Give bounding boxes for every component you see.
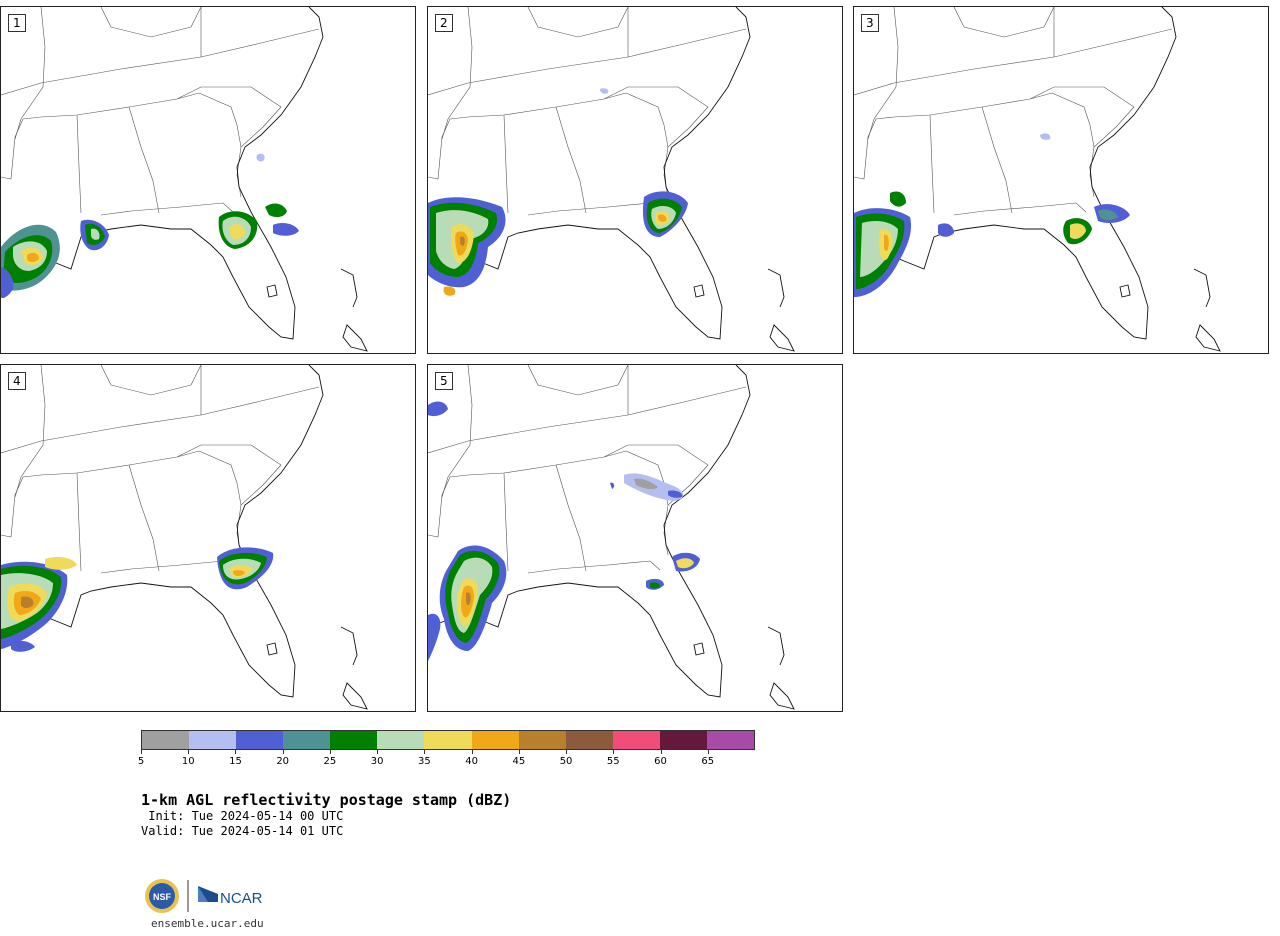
colorbar-tick-label: 55 <box>606 756 620 767</box>
panel-label: 5 <box>435 372 453 390</box>
reflectivity-map <box>428 365 795 710</box>
colorbar-tick <box>424 750 426 754</box>
colorbar-tick-label: 30 <box>370 756 384 767</box>
panel-label: 2 <box>435 14 453 32</box>
colorbar-tick-label: 20 <box>276 756 290 767</box>
colorbar-ticks: 5 10 15 20 25 30 35 40 45 50 55 60 65 <box>137 750 755 770</box>
map-panel-1: 1 <box>0 6 416 354</box>
map-panel-5: 5 <box>427 364 843 712</box>
colorbar-swatch <box>565 731 613 749</box>
colorbar-tick <box>329 750 331 754</box>
colorbar-tick <box>141 750 142 754</box>
colorbar-swatch <box>706 731 755 749</box>
radar-echoes <box>1 547 274 652</box>
colorbar-swatch <box>612 731 660 749</box>
footer-logos: NSF NCAR <box>144 876 274 916</box>
init-time: Init: Tue 2024-05-14 00 UTC <box>141 809 344 823</box>
site-url: ensemble.ucar.edu <box>151 917 264 930</box>
svg-text:NCAR: NCAR <box>220 890 263 907</box>
colorbar-tick-label: 60 <box>654 756 667 767</box>
map-panel-3: 3 <box>853 6 1269 354</box>
colorbar-tick <box>377 750 379 754</box>
colorbar-tick-label: 65 <box>701 756 715 767</box>
colorbar-swatch <box>236 731 284 749</box>
colorbar-swatch <box>518 731 566 749</box>
colorbar-tick <box>613 750 615 754</box>
colorbar-swatch <box>377 731 425 749</box>
map-panel-4: 4 <box>0 364 416 712</box>
colorbar-swatch <box>189 731 237 749</box>
colorbar-swatch <box>330 731 378 749</box>
nsf-logo-icon: NSF <box>145 879 179 913</box>
svg-text:NSF: NSF <box>153 892 172 902</box>
colorbar-tick <box>660 750 662 754</box>
colorbar-tick-label: 15 <box>229 756 242 767</box>
reflectivity-map <box>1 365 368 710</box>
reflectivity-colorbar <box>141 730 755 750</box>
radar-echoes <box>854 133 1130 297</box>
reflectivity-map <box>854 7 1221 352</box>
colorbar-tick <box>235 750 237 754</box>
colorbar-tick <box>471 750 473 754</box>
colorbar-tick <box>566 750 568 754</box>
colorbar-tick <box>518 750 520 754</box>
colorbar-tick-label: 10 <box>181 756 195 767</box>
colorbar-swatch <box>142 731 190 749</box>
panel-label: 1 <box>8 14 26 32</box>
colorbar-tick-label: 45 <box>512 756 526 767</box>
map-panel-2: 2 <box>427 6 843 354</box>
colorbar-swatch <box>659 731 707 749</box>
radar-echoes <box>428 401 700 661</box>
colorbar-tick-label: 50 <box>559 756 573 767</box>
reflectivity-map <box>428 7 795 352</box>
colorbar-swatch <box>424 731 472 749</box>
colorbar-swatch <box>283 731 331 749</box>
colorbar-tick-label: 35 <box>418 756 431 767</box>
page-title: 1-km AGL reflectivity postage stamp (dBZ… <box>141 791 512 809</box>
colorbar-tick-label: 5 <box>137 756 145 767</box>
radar-echoes <box>1 153 299 299</box>
ncar-logo-icon: NCAR <box>198 886 263 907</box>
radar-echoes <box>428 88 688 296</box>
reflectivity-map <box>1 7 368 352</box>
colorbar-tick-label: 25 <box>323 756 337 767</box>
colorbar-tick-label: 40 <box>465 756 478 767</box>
panel-label: 4 <box>8 372 26 390</box>
colorbar-tick <box>188 750 190 754</box>
colorbar-tick <box>282 750 284 754</box>
colorbar-tick <box>707 750 709 754</box>
colorbar-swatch <box>471 731 519 749</box>
valid-time: Valid: Tue 2024-05-14 01 UTC <box>141 824 344 838</box>
panel-label: 3 <box>861 14 879 32</box>
